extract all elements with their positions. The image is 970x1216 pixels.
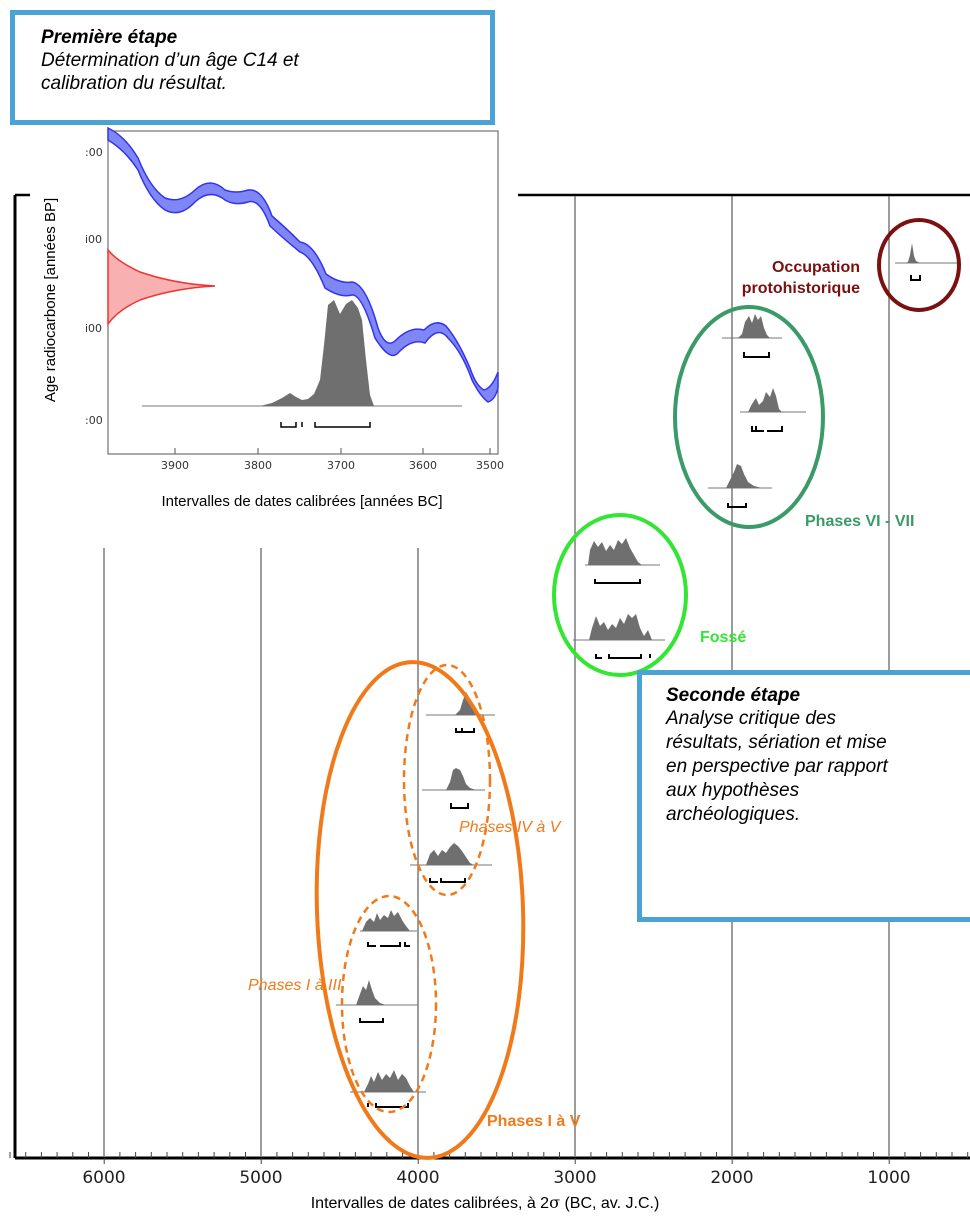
main-chart: 6000 5000 4000 3000 2000 1000 Intervalle…: [9, 193, 970, 1212]
ellipse-phases-iv-v: [402, 663, 492, 897]
step2-line-2: résultats, sériation et mise: [666, 732, 887, 753]
dist-fosse-1: [585, 538, 660, 584]
dist-phase-vi-3: [708, 464, 772, 508]
dist-phase-vi-2: [740, 388, 806, 432]
inset-x-tick-marks: [174, 448, 491, 454]
label-phases-vi-vii: Phases VI - VII: [805, 513, 914, 530]
x-tick-2000: 2000: [710, 1168, 753, 1188]
inset-y-tick-2: i00: [85, 233, 102, 246]
dist-fosse-2: [573, 614, 665, 659]
dist-phase-iv-2: [422, 768, 485, 809]
inset-y-axis-title: Age radiocarbone [années BP]: [42, 198, 59, 402]
x-tick-6000: 6000: [82, 1168, 125, 1188]
step2-line-1: Analyse critique des: [666, 708, 837, 729]
inset-y-tick-1: :00: [85, 146, 103, 159]
calibration-curve: [107, 126, 499, 403]
step1-title: Première étape: [41, 27, 178, 48]
inset-x-axis-title: Intervalles de dates calibrées [années B…: [162, 493, 443, 510]
label-fosse: Fossé: [700, 629, 746, 646]
distributions: [336, 243, 958, 1108]
ellipse-fosse: [552, 513, 688, 677]
step1-line-2: calibration du résultat.: [41, 73, 227, 94]
x-tick-5000: 5000: [239, 1168, 282, 1188]
inset-y-ticks: :00 i00 i00 :00: [85, 146, 103, 427]
dist-phase-vi-1: [722, 314, 782, 358]
inset-x-ticks: 3900 3800 3700 3600 3500: [161, 459, 504, 472]
main-x-axis-title: Intervalles de dates calibrées, à 2σ (BC…: [311, 1193, 660, 1212]
step2-line-4: aux hypothèses: [666, 780, 800, 801]
inset-x-tick-3500: 3500: [476, 459, 504, 472]
x-tick-3000: 3000: [553, 1168, 596, 1188]
x-tick-labels: 6000 5000 4000 3000 2000 1000: [82, 1168, 910, 1188]
inset-distribution: [260, 300, 374, 406]
step1-box: Première étape Détermination d’un âge C1…: [10, 10, 495, 125]
inset-x-tick-3800: 3800: [244, 459, 272, 472]
group-ellipses: [314, 218, 961, 1160]
step2-line-3: en perspective par rapport: [666, 756, 888, 777]
step1-line-1: Détermination d’un âge C14 et: [41, 50, 299, 71]
ellipse-phases-i-iii: [340, 894, 438, 1114]
group-labels: Occupation protohistorique Phases VI - VI…: [248, 259, 914, 1130]
label-protohist: Occupation protohistorique: [742, 259, 860, 297]
ellipse-protohist: [877, 218, 961, 312]
step2-line-5: archéologiques.: [666, 804, 801, 825]
inset-ranges: [280, 422, 371, 428]
inset-x-tick-3600: 3600: [409, 459, 437, 472]
dist-phase-iv-3: [410, 843, 492, 883]
inset-y-tick-4: :00: [85, 414, 103, 427]
label-phases-iv-v: Phases IV à V: [459, 819, 562, 836]
inset-x-tick-3900: 3900: [161, 459, 189, 472]
dist-protohist: [895, 243, 958, 281]
inset-x-tick-3700: 3700: [327, 459, 355, 472]
dist-phase-i-1: [360, 910, 417, 947]
step2-box: Seconde étape Analyse critique des résul…: [637, 670, 970, 922]
inset-chart: :00 i00 i00 :00 3900 3800 3700 3600 3500…: [30, 126, 518, 528]
x-tick-1000: 1000: [867, 1168, 910, 1188]
dist-phase-i-2: [336, 980, 418, 1023]
step2-title: Seconde étape: [666, 685, 801, 706]
ellipse-phases-i-v: [314, 660, 526, 1160]
label-phases-i-iii: Phases I à III: [248, 977, 342, 994]
radiocarbon-gaussian: [107, 247, 216, 327]
x-tick-4000: 4000: [396, 1168, 439, 1188]
label-phases-i-v: Phases I à V: [487, 1113, 581, 1130]
inset-y-tick-3: i00: [85, 322, 102, 335]
ellipse-phases-vi-vii: [673, 305, 825, 529]
